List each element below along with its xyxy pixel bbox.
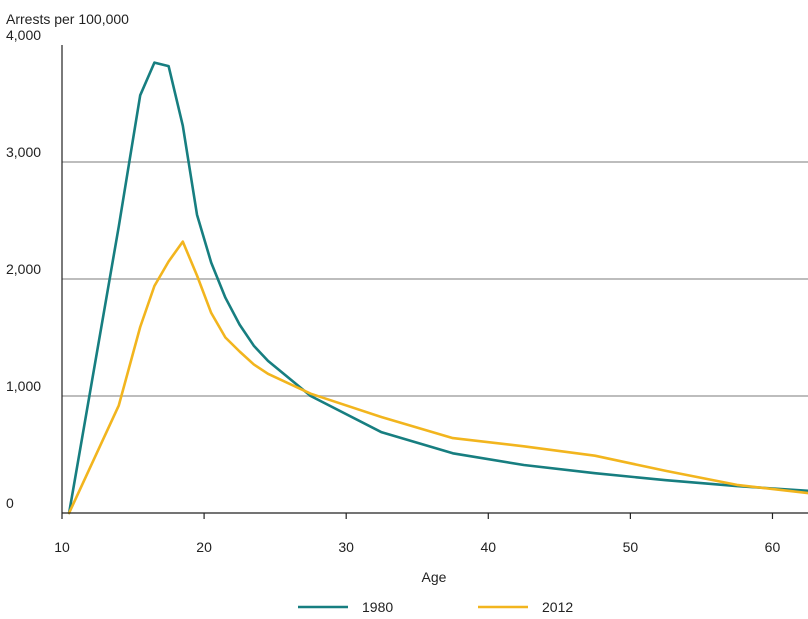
y-tick-labels: 0 1,000 2,000 3,000 4,000 (6, 27, 41, 511)
legend: 1980 2012 (298, 599, 573, 615)
x-axis-title: Age (422, 569, 447, 585)
legend-label-2012: 2012 (542, 599, 573, 615)
y-axis-title: Arrests per 100,000 (6, 11, 129, 27)
y-tick-label: 4,000 (6, 27, 41, 43)
axes (61, 45, 808, 519)
y-tick-label: 3,000 (6, 144, 41, 160)
x-tick-label: 30 (338, 539, 354, 555)
x-tick-labels: 10 20 30 40 50 60 (54, 539, 780, 555)
series-lines (67, 61, 808, 515)
x-tick-label: 50 (623, 539, 639, 555)
y-tick-label: 0 (6, 495, 14, 511)
x-tick-label: 40 (480, 539, 496, 555)
legend-label-1980: 1980 (362, 599, 393, 615)
series-line-1980 (67, 61, 808, 515)
y-tick-label: 2,000 (6, 261, 41, 277)
gridlines (62, 161, 808, 397)
y-tick-label: 1,000 (6, 378, 41, 394)
x-tick-label: 10 (54, 539, 70, 555)
series-line-2012 (67, 240, 808, 515)
x-tick-label: 60 (765, 539, 781, 555)
x-tick-label: 20 (196, 539, 212, 555)
